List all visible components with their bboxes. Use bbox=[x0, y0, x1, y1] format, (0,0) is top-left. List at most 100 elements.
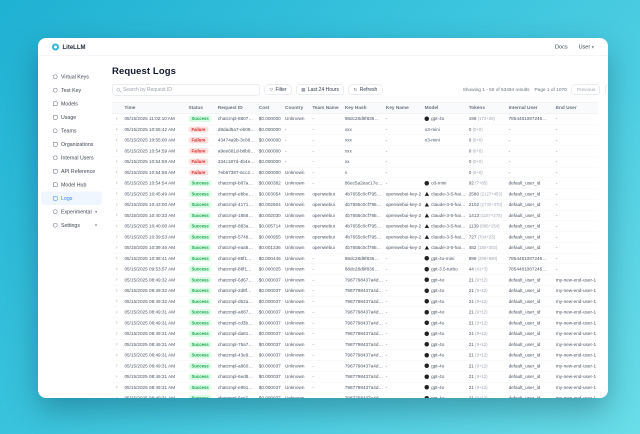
search-input[interactable] bbox=[123, 87, 256, 93]
cell-request-id: a9ee681d-b8b8… bbox=[214, 145, 256, 157]
table-row[interactable]: › 05/15/2025 08:49:31 AM Success chatcmpl-7… bbox=[112, 339, 598, 350]
cell-model: gpt-4o bbox=[421, 317, 466, 329]
cell-request-id: chatcmpl-eaa8… bbox=[214, 242, 256, 254]
expand-row-icon[interactable]: › bbox=[112, 220, 122, 232]
expand-row-icon[interactable]: › bbox=[112, 339, 122, 350]
table-row[interactable]: › 05/15/2025 11:02:10 AM Success chatcmpl-8… bbox=[112, 113, 598, 125]
expand-row-icon[interactable]: › bbox=[112, 360, 122, 372]
expand-row-icon[interactable]: › bbox=[112, 392, 122, 398]
table-row[interactable]: › 05/15/2025 08:49:32 AM Success chatcmpl-6… bbox=[112, 274, 598, 286]
expand-row-icon[interactable]: › bbox=[112, 349, 122, 361]
table-row[interactable]: › 05/15/2025 10:40:00 AM Success chatcmpl-8… bbox=[112, 220, 598, 232]
table-row[interactable]: › 05/15/2025 10:54:59 AM Failure a9ee681d-b… bbox=[112, 145, 598, 157]
filter-button[interactable]: ▽ Filter bbox=[264, 84, 292, 95]
expand-row-icon[interactable]: › bbox=[112, 210, 122, 221]
model-name: o3-mini bbox=[431, 180, 447, 186]
cell-status: Failure bbox=[185, 124, 215, 135]
expand-row-icon[interactable]: › bbox=[112, 253, 122, 264]
time-range-button[interactable]: ▦ Last 24 Hours bbox=[296, 84, 344, 95]
sidebar-item-teams[interactable]: Teams bbox=[41, 124, 102, 138]
expand-row-icon[interactable]: › bbox=[112, 177, 122, 189]
cell-status: Failure bbox=[185, 167, 215, 178]
col-key-hash: Key Hash bbox=[341, 102, 383, 114]
sidebar-item-model-hub[interactable]: Model Hub bbox=[41, 178, 102, 192]
brand-logo[interactable]: LiteLLM bbox=[52, 43, 86, 51]
expand-row-icon[interactable]: › bbox=[112, 199, 122, 211]
cell-model: gpt-4o bbox=[421, 306, 466, 318]
expand-row-icon[interactable]: › bbox=[112, 382, 122, 393]
sidebar-item-usage[interactable]: Usage bbox=[41, 111, 102, 125]
sidebar-item-logs[interactable]: Logs bbox=[41, 191, 102, 205]
sidebar-item-settings[interactable]: Settings ▾ bbox=[41, 219, 102, 233]
status-badge: Failure bbox=[188, 137, 209, 144]
sidebar-item-organizations[interactable]: Organizations bbox=[41, 138, 102, 152]
sidebar-item-experimental[interactable]: Experimental ▾ bbox=[41, 205, 102, 219]
table-row[interactable]: › 05/15/2025 10:54:59 AM Failure 334c187d-4… bbox=[112, 156, 598, 168]
expand-row-icon[interactable]: › bbox=[112, 328, 122, 340]
sidebar-item-virtual-keys[interactable]: Virtual Keys bbox=[41, 70, 102, 84]
expand-row-icon[interactable]: › bbox=[112, 371, 122, 383]
cell-internal-user: default_user_id bbox=[505, 306, 553, 318]
expand-row-icon[interactable]: › bbox=[112, 306, 122, 318]
sidebar-item-models[interactable]: Models bbox=[41, 97, 102, 111]
table-row[interactable]: › 05/15/2025 10:55:00 AM Failure 43474a9b-3… bbox=[112, 134, 598, 146]
cell-key-name: - bbox=[382, 167, 422, 178]
cell-time: 05/15/2025 10:55:42 AM bbox=[121, 124, 186, 135]
expand-row-icon[interactable]: › bbox=[112, 263, 122, 275]
table-row[interactable]: › 05/15/2025 08:49:31 AM Success chatcmpl-a… bbox=[112, 306, 598, 318]
table-row[interactable]: › 05/15/2025 08:49:31 AM Success chatcmpl-d… bbox=[112, 328, 598, 340]
table-row[interactable]: › 05/15/2025 08:49:32 AM Success chatcmpl-2… bbox=[112, 285, 598, 297]
expand-row-icon[interactable]: › bbox=[112, 242, 122, 254]
table-row[interactable]: › 05/15/2025 10:54:58 AM Failure 7eb67387-6… bbox=[112, 167, 598, 178]
expand-row-icon[interactable]: › bbox=[112, 134, 122, 146]
table-row[interactable]: › 05/15/2025 08:49:31 AM Success chatcmpl-4… bbox=[112, 349, 598, 361]
tokens-total: 21 bbox=[468, 384, 474, 390]
docs-link[interactable]: Docs bbox=[555, 43, 568, 50]
cell-internal-user: - bbox=[505, 124, 553, 135]
expand-row-icon[interactable]: › bbox=[112, 167, 122, 178]
next-page-button[interactable]: Next bbox=[605, 84, 608, 95]
cell-country: Unknown bbox=[282, 253, 310, 264]
cell-team-name: - bbox=[309, 349, 342, 361]
sidebar-item-label: Virtual Keys bbox=[61, 73, 89, 80]
cell-request-id: chatcmpl-a860… bbox=[214, 360, 256, 372]
table-row[interactable]: › 05/15/2025 10:38:41 AM Success chatcmpl-8… bbox=[112, 253, 598, 264]
table-row[interactable]: › 05/15/2025 10:45:49 AM Success chatcmpl-e… bbox=[112, 188, 598, 200]
expand-row-icon[interactable]: › bbox=[112, 145, 122, 157]
expand-row-icon[interactable]: › bbox=[112, 317, 122, 329]
table-row[interactable]: › 05/15/2025 08:49:31 AM Success chatcmpl-e… bbox=[112, 382, 598, 393]
expand-row-icon[interactable]: › bbox=[112, 274, 122, 286]
cell-end-user: my-new-end-user-1 bbox=[552, 392, 598, 398]
expand-row-icon[interactable]: › bbox=[112, 156, 122, 168]
expand-row-icon[interactable]: › bbox=[112, 296, 122, 307]
table-row[interactable]: › 05/15/2025 09:53:57 AM Success chatcmpl-8… bbox=[112, 263, 598, 275]
expand-row-icon[interactable]: › bbox=[112, 188, 122, 200]
expand-row-icon[interactable]: › bbox=[112, 124, 122, 135]
user-menu[interactable]: User ▾ bbox=[579, 44, 594, 50]
expand-row-icon[interactable]: › bbox=[112, 231, 122, 243]
table-row[interactable]: › 05/15/2025 10:39:46 AM Success chatcmpl-e… bbox=[112, 242, 598, 254]
expand-row-icon[interactable]: › bbox=[112, 113, 122, 125]
table-row[interactable]: › 05/15/2025 10:54:54 AM Success chatcmpl-b… bbox=[112, 177, 598, 189]
table-row[interactable]: › 05/15/2025 10:55:42 AM Failure d8dad5a7-e… bbox=[112, 124, 598, 135]
sidebar-item-api-reference[interactable]: API Reference bbox=[41, 165, 102, 179]
table-row[interactable]: › 05/15/2025 08:49:32 AM Success chatcmpl-d… bbox=[112, 296, 598, 307]
table-row[interactable]: › 05/15/2025 08:49:31 AM Success chatcmpl-a… bbox=[112, 360, 598, 372]
table-row[interactable]: ›05/15/2025 08:49:31 AMSuccesschatcmpl-6… bbox=[112, 392, 598, 398]
refresh-button[interactable]: ↻ Refresh bbox=[348, 84, 383, 95]
cell-key-hash: 7987798437a4d… bbox=[341, 371, 383, 383]
sidebar-item-internal-users[interactable]: Internal Users bbox=[41, 151, 102, 165]
previous-page-button[interactable]: Previous bbox=[571, 84, 601, 95]
expand-row-icon[interactable]: › bbox=[112, 285, 122, 297]
cell-cost: $0.000037 bbox=[255, 371, 283, 383]
cell-cost: $0.000000 bbox=[255, 156, 283, 168]
cell-request-id: 43474a9b-3c08… bbox=[214, 134, 256, 146]
table-row[interactable]: › 05/15/2025 10:39:53 AM Success chatcmpl-5… bbox=[112, 231, 598, 243]
models-icon bbox=[53, 101, 58, 106]
table-row[interactable]: › 05/15/2025 08:49:31 AM Success chatcmpl-c… bbox=[112, 317, 598, 329]
sidebar-item-test-key[interactable]: Test Key bbox=[41, 84, 102, 98]
sidebar-item-label: Teams bbox=[61, 127, 77, 134]
table-row[interactable]: › 05/15/2025 10:43:00 AM Success chatcmpl-4… bbox=[112, 199, 598, 211]
table-row[interactable]: › 05/15/2025 10:40:33 AM Success chatcmpl-1… bbox=[112, 210, 598, 221]
